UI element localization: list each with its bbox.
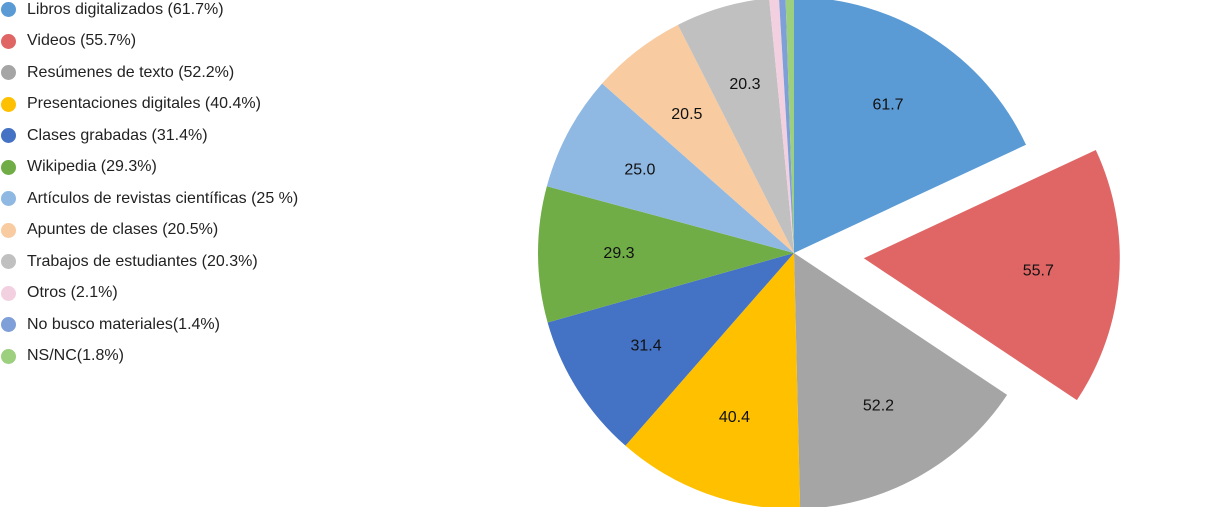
pie-slice [546,83,794,253]
legend-item: Clases grabadas (31.4%) [0,120,208,151]
legend-item: Resúmenes de texto (52.2%) [0,57,234,88]
legend-label: No busco materiales(1.4%) [27,315,220,333]
legend-item: Artículos de revistas científicas (25 %) [0,183,298,214]
legend-swatch [1,2,16,17]
legend-label: Apuntes de clases (20.5%) [27,221,219,238]
legend-item: Wikipedia (29.3%) [0,152,157,183]
slice-data-label: 55.7 [1023,263,1054,280]
pie-slice [863,150,1120,401]
legend-label: Videos (55.7%) [27,32,137,49]
legend-label: Presentaciones digitales (40.4%) [27,95,261,112]
slice-data-label: 20.3 [729,76,760,93]
legend-swatch [1,128,16,143]
pie-slice [794,0,1026,253]
pie-slice [625,253,801,507]
slice-data-label: 20.5 [671,106,702,123]
legend-item: Libros digitalizados (61.7%) [0,0,224,25]
slice-data-label: 31.4 [630,338,661,355]
slice-data-label: 25.0 [624,161,655,178]
legend-swatch [1,348,16,364]
legend-label: NS/NC(1.8%) [27,347,124,364]
pie-slice [602,24,794,253]
legend-swatch [1,254,16,269]
legend-label: Wikipedia (29.3%) [27,158,157,175]
legend-swatch [1,191,16,206]
pie-slice [547,253,794,446]
legend-item: No busco materiales(1.4%) [0,309,220,340]
legend-label: Libros digitalizados (61.7%) [27,0,224,18]
legend-item: Otros (2.1%) [0,278,118,309]
legend-item: Apuntes de clases (20.5%) [0,215,218,246]
legend-swatch [1,65,16,80]
pie-slice [769,0,794,253]
legend-item: NS/NC(1.8%) [0,341,124,372]
pie-slice [677,0,794,253]
pie-slice [779,0,794,253]
slice-data-label: 40.4 [719,409,750,426]
legend-swatch [1,96,16,112]
legend-swatch [1,317,16,332]
pie-slice [794,253,1008,507]
pie-slice [538,186,794,323]
legend-label: Resúmenes de texto (52.2%) [27,63,235,81]
legend-item: Trabajos de estudiantes (20.3%) [0,246,258,277]
legend-label: Trabajos de estudiantes (20.3%) [27,252,258,270]
legend-swatch [1,33,16,49]
legend-label: Clases grabadas (31.4%) [27,126,208,144]
legend-swatch [1,285,16,301]
slice-data-label: 29.3 [603,245,634,262]
legend-label: Otros (2.1%) [27,284,118,301]
slice-data-label: 61.7 [872,97,903,114]
legend-swatch [1,222,16,238]
slice-data-label: 52.2 [863,397,894,414]
legend-swatch [1,159,16,175]
legend-item: Presentaciones digitales (40.4%) [0,89,261,120]
legend-item: Videos (55.7%) [0,26,136,57]
pie-slice [785,0,794,253]
legend-label: Artículos de revistas científicas (25 %) [27,189,299,207]
